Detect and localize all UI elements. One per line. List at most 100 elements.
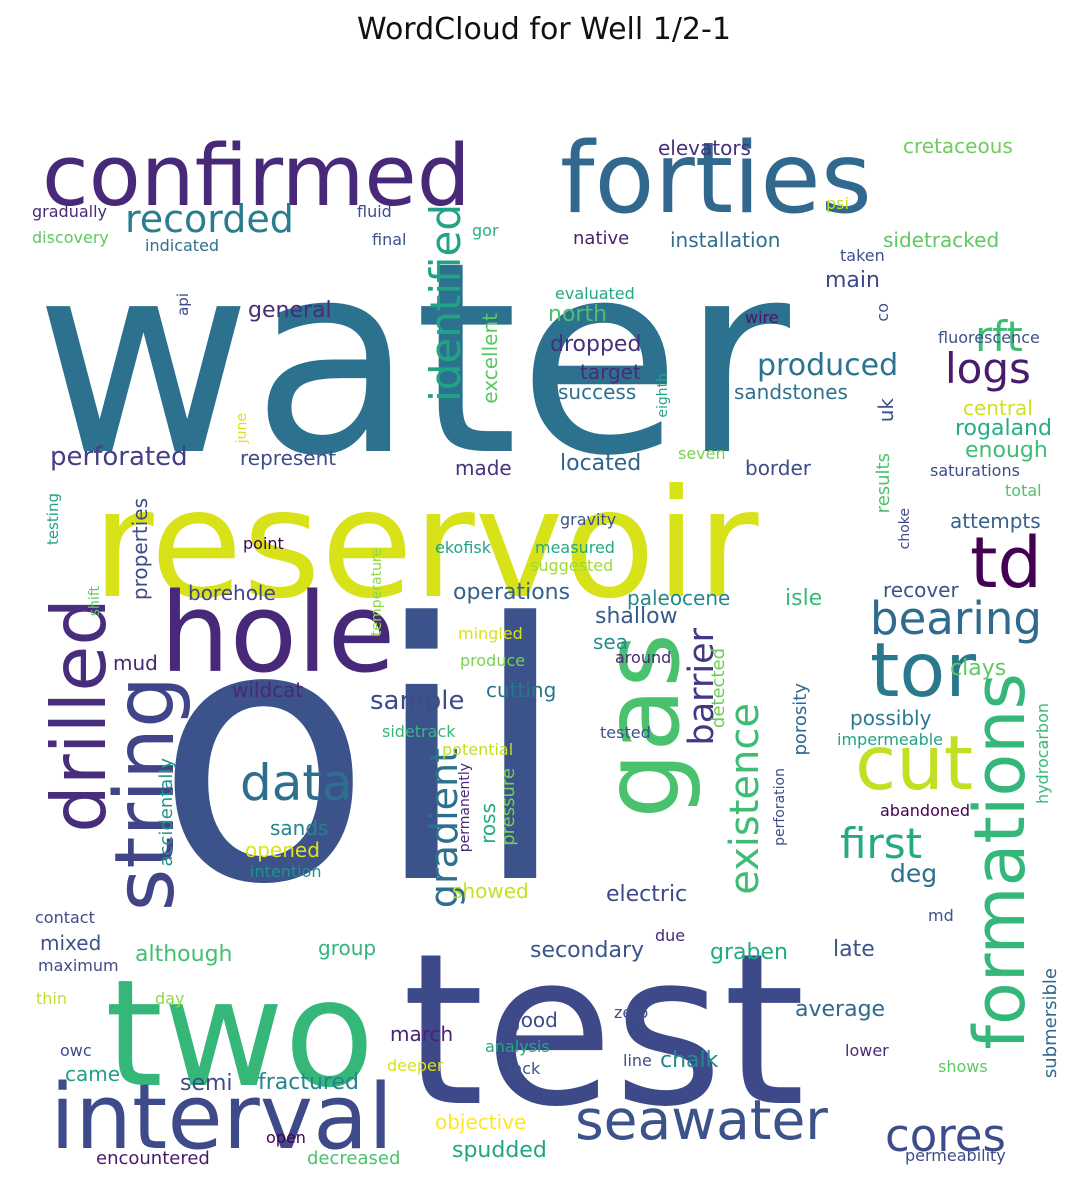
word-submersible: submersible <box>1040 968 1061 1079</box>
word-graben: graben <box>710 940 788 965</box>
word-owc: owc <box>60 1041 92 1060</box>
word-represent: represent <box>240 446 337 470</box>
word-sands: sands <box>270 816 329 840</box>
word-sidetracked: sidetracked <box>883 228 1000 252</box>
word-abandoned: abandoned <box>880 801 970 820</box>
word-accidentally: accidentally <box>156 758 177 867</box>
word-ross: ross <box>476 803 500 844</box>
word-isle: isle <box>785 586 823 611</box>
word-excellent: excellent <box>478 313 502 404</box>
word-seawater: seawater <box>575 1088 828 1152</box>
word-line: line <box>623 1051 652 1070</box>
word-fluid: fluid <box>357 202 392 221</box>
word-borehole: borehole <box>188 581 276 605</box>
word-results: results <box>873 453 894 514</box>
word-analysis: analysis <box>485 1037 550 1056</box>
word-cutting: cutting <box>486 678 557 702</box>
word-enough: enough <box>965 438 1048 463</box>
word-mixed: mixed <box>40 931 102 955</box>
word-north: north <box>548 302 608 327</box>
word-electric: electric <box>606 882 688 907</box>
word-average: average <box>795 997 886 1022</box>
word-gravity: gravity <box>560 510 617 529</box>
word-test: test <box>402 908 806 1153</box>
word-installation: installation <box>670 228 781 252</box>
word-indicated: indicated <box>145 236 220 255</box>
word-late: late <box>833 937 875 962</box>
word-measured: measured <box>535 538 615 557</box>
word-td: td <box>970 522 1042 604</box>
word-zero: zero <box>614 1003 649 1022</box>
word-semi: semi <box>180 1071 233 1096</box>
word-spudded: spudded <box>452 1138 547 1163</box>
word-chalk: chalk <box>660 1048 719 1073</box>
word-interval: interval <box>50 1065 394 1170</box>
word-total: total <box>1005 481 1042 500</box>
word-api: api <box>174 293 192 316</box>
word-decreased: decreased <box>307 1148 401 1169</box>
word-maximum: maximum <box>38 956 119 975</box>
word-secondary: secondary <box>530 938 645 963</box>
word-taken: taken <box>840 246 885 265</box>
word-gradually: gradually <box>32 202 107 221</box>
word-water: water <box>35 206 791 514</box>
word-discovery: discovery <box>32 228 109 247</box>
word-recover: recover <box>883 578 959 602</box>
word-temperature: temperature <box>369 548 385 636</box>
word-march: march <box>390 1022 454 1046</box>
word-hydrocarbon: hydrocarbon <box>1033 703 1052 805</box>
word-although: although <box>135 942 233 967</box>
word-md: md <box>928 906 954 925</box>
word-made: made <box>455 456 512 480</box>
word-around: around <box>615 648 672 667</box>
word-sea: sea <box>593 630 628 654</box>
word-rogaland: rogaland <box>955 416 1052 441</box>
word-hole: hole <box>160 569 396 697</box>
word-confirmed: confirmed <box>42 127 471 226</box>
word-two: two <box>105 948 375 1120</box>
word-encountered: encountered <box>96 1148 210 1169</box>
word-testing: testing <box>44 493 62 546</box>
word-pressure: pressure <box>498 768 519 846</box>
word-suggested: suggested <box>530 556 614 575</box>
word-located: located <box>560 451 642 476</box>
word-formations: formations <box>959 673 1041 1050</box>
word-open: open <box>266 1128 306 1147</box>
word-tested: tested <box>600 723 651 742</box>
word-central: central <box>963 396 1033 420</box>
word-data: data <box>240 754 353 812</box>
word-shows: shows <box>938 1057 988 1076</box>
word-general: general <box>248 298 332 323</box>
word-reservoir: reservoir <box>92 458 759 632</box>
word-impermeable: impermeable <box>837 730 944 749</box>
chart-title: WordCloud for Well 1/2-1 <box>357 12 731 47</box>
word-mud: mud <box>113 651 158 675</box>
word-choke: choke <box>897 508 913 550</box>
word-sidetrack: sidetrack <box>382 722 456 741</box>
word-deeper: deeper <box>387 1056 444 1075</box>
word-lack: lack <box>508 1059 541 1078</box>
word-final: final <box>372 230 407 249</box>
word-perforated: perforated <box>50 442 188 472</box>
word-main: main <box>825 268 880 293</box>
word-elevators: elevators <box>658 136 751 160</box>
word-attempts: attempts <box>950 509 1041 533</box>
word-first: first <box>840 819 923 868</box>
word-permeability: permeability <box>905 1146 1006 1165</box>
word-saturations: saturations <box>930 461 1020 480</box>
word-tor: tor <box>870 626 977 714</box>
word-evaluated: evaluated <box>555 284 635 303</box>
word-produced: produced <box>757 348 899 383</box>
word-paleocene: paleocene <box>627 586 731 610</box>
word-existence: existence <box>722 703 768 895</box>
word-contact: contact <box>35 908 95 927</box>
word-showed: showed <box>452 879 529 903</box>
word-due: due <box>655 926 686 945</box>
word-day: day <box>155 989 185 1008</box>
word-forties: forties <box>560 122 872 236</box>
word-fluorescence: fluorescence <box>938 328 1040 347</box>
word-bearing: bearing <box>870 592 1042 645</box>
word-june: june <box>234 413 250 444</box>
word-eighth: eighth <box>655 373 671 418</box>
word-cores: cores <box>885 1109 1006 1162</box>
